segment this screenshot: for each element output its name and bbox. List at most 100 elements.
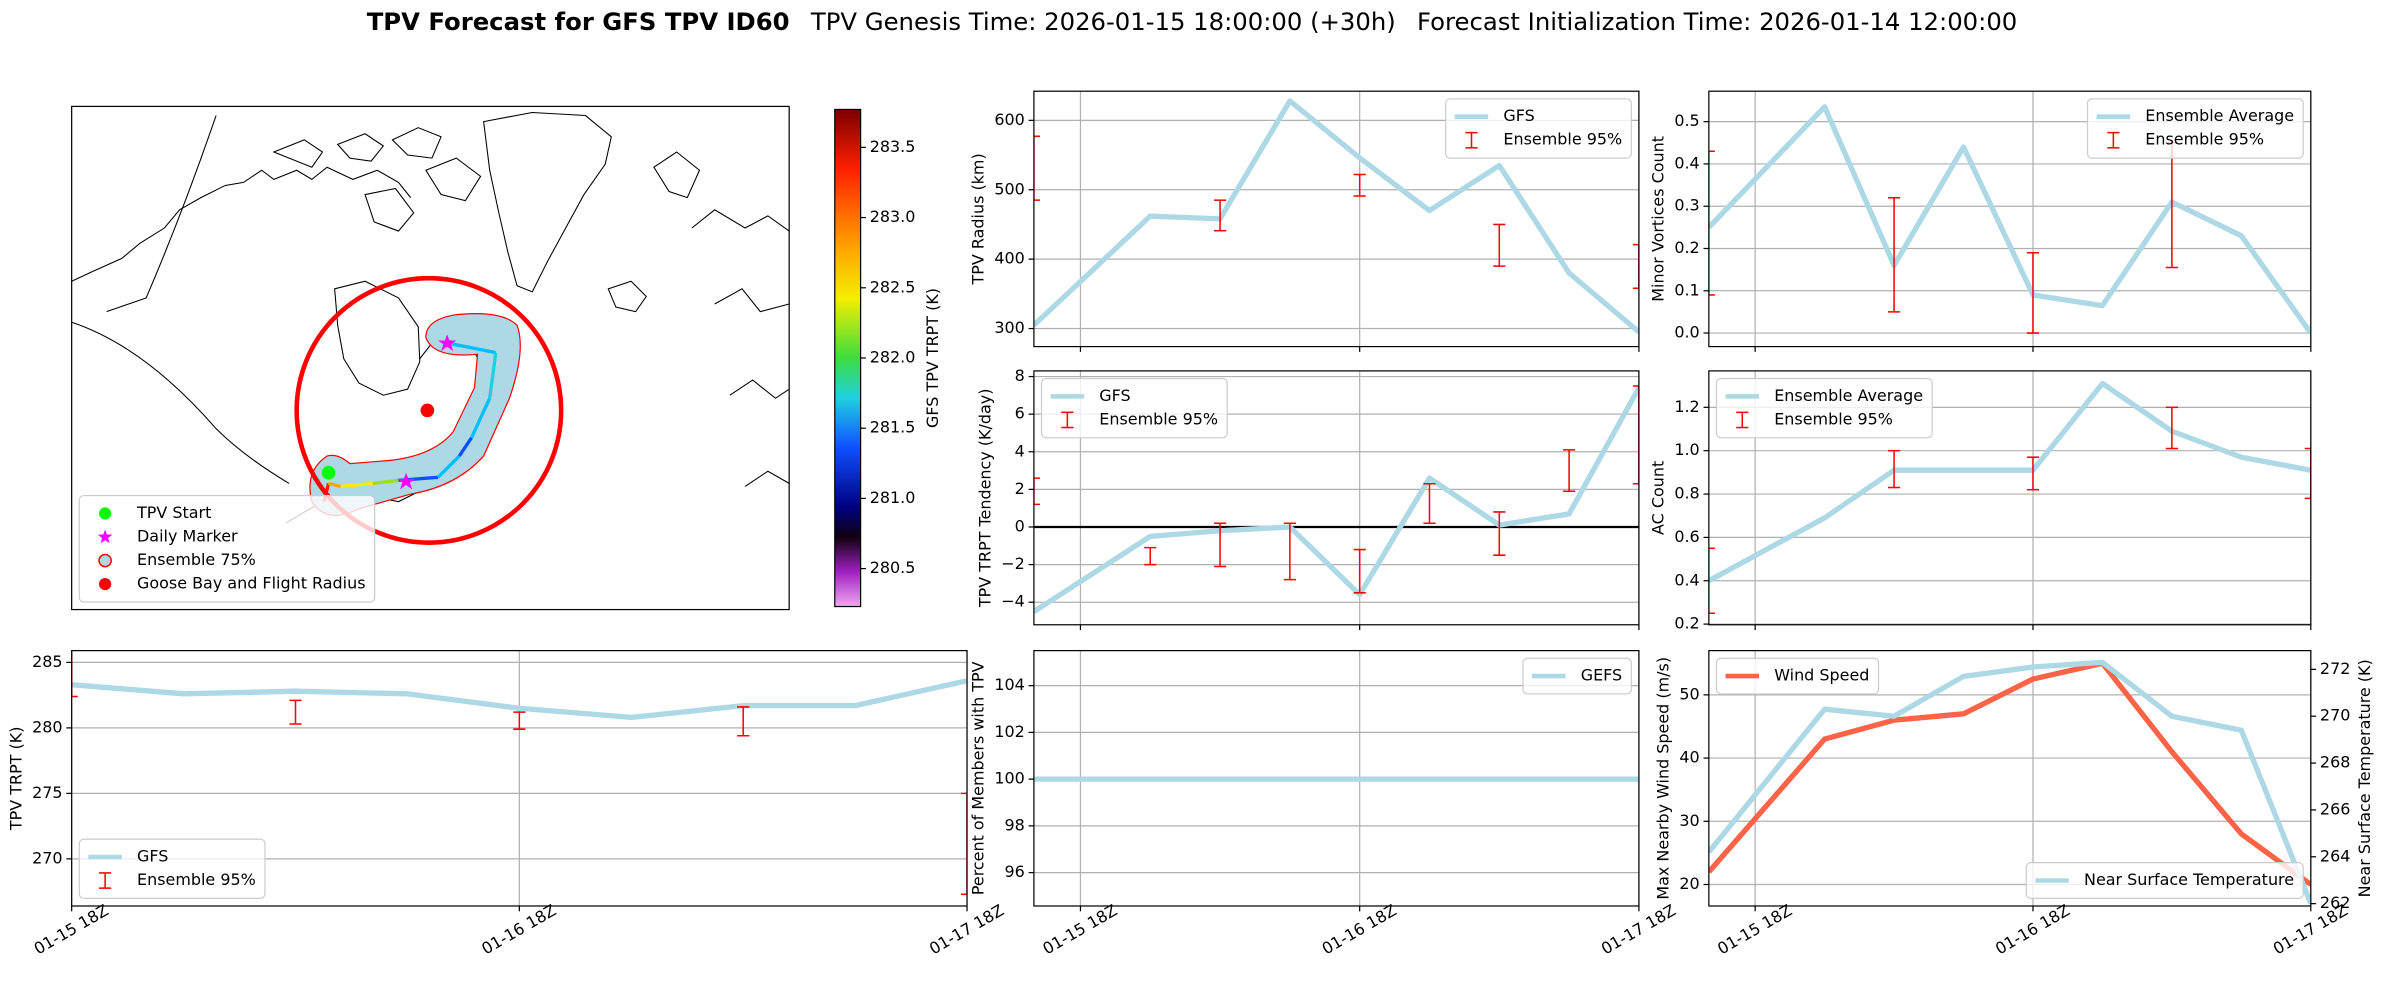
- y-tick-label: −4: [1001, 592, 1025, 611]
- colorbar-tick-label: 283.5: [870, 137, 916, 156]
- legend: GEFS: [1522, 657, 1632, 695]
- legend-label: Near Surface Temperature: [2084, 870, 2294, 889]
- legend-label: Wind Speed: [1774, 666, 1869, 685]
- y-axis-label: Max Nearby Wind Speed (m/s): [1654, 657, 1673, 900]
- y-tick-label: 0.2: [1674, 238, 1699, 257]
- y-axis-label: TPV TRPT (K): [6, 727, 25, 832]
- legend: GFS Ensemble 95%: [1040, 377, 1228, 439]
- y-tick-label: 285: [32, 652, 62, 671]
- y-tick-label: 280: [32, 717, 62, 736]
- tpv-start: [321, 465, 336, 480]
- series-line: [1033, 386, 1639, 614]
- y-tick-label: 0.1: [1674, 280, 1699, 299]
- colorbar: [834, 108, 862, 608]
- legend-box: [1040, 377, 1228, 439]
- y-tick-label: 500: [994, 179, 1024, 198]
- y-tick-label: 98: [1004, 815, 1024, 834]
- y-axis-label: TPV TRPT Tendency (K/day): [976, 389, 995, 609]
- track-segment: [469, 397, 492, 439]
- y-axis-label: AC Count: [1649, 461, 1668, 535]
- colorbar-tick-label: 282.5: [870, 277, 916, 296]
- y-tick-label: 0: [1015, 516, 1025, 535]
- title-genesis: TPV Genesis Time: 2026-01-15 18:00:00 (+…: [810, 7, 1396, 36]
- legend-label: Ensemble Average: [1774, 386, 1923, 405]
- y2-tick-label: 268: [2320, 753, 2350, 772]
- y-axis-label: TPV Radius (km): [969, 153, 988, 285]
- y-tick-label: 0.8: [1674, 484, 1699, 503]
- legend-label: Daily Marker: [137, 526, 238, 545]
- y2-tick-label: 266: [2320, 799, 2350, 818]
- boundary: [71, 321, 290, 484]
- islands: [272, 127, 482, 232]
- plot-frame: [1033, 90, 1640, 348]
- legend-marker: [98, 553, 112, 568]
- y-tick-label: 0.3: [1674, 196, 1699, 215]
- title-main: TPV Forecast for GFS TPV ID60: [367, 7, 790, 36]
- boundary: [106, 115, 217, 313]
- daily-marker: [396, 472, 416, 490]
- legend-label: Ensemble 95%: [1774, 409, 1893, 428]
- plot-frame: [1708, 650, 2312, 907]
- y-tick-label: 0.6: [1674, 527, 1699, 546]
- greenland: [483, 111, 612, 293]
- plot-frame: [1708, 370, 2312, 626]
- y-tick-label: 40: [1679, 748, 1699, 767]
- legend-box: [1715, 657, 1880, 695]
- track-segment: [457, 436, 473, 457]
- y-tick-label: 0.2: [1674, 614, 1699, 633]
- legend-label: Ensemble 75%: [137, 550, 256, 569]
- y-tick-label: 1.0: [1674, 440, 1699, 459]
- y-tick-label: 20: [1679, 874, 1699, 893]
- legend: TPV Start Daily Marker Ensemble 75% Goose B…: [78, 494, 376, 603]
- series-line: [1708, 659, 2311, 905]
- y-tick-label: 0.4: [1674, 153, 1699, 172]
- legend-marker: [99, 507, 112, 520]
- colorbar-tick-label: 282.0: [870, 347, 916, 366]
- legend-label: Ensemble Average: [2145, 106, 2294, 125]
- y-tick-label: 96: [1004, 862, 1024, 881]
- legend-box: [2025, 862, 2304, 900]
- y-axis-label: Minor Vortices Count: [1649, 136, 1668, 302]
- colorbar-tick-label: 281.5: [870, 418, 916, 437]
- legend: Ensemble Average Ensemble 95%: [1715, 377, 1933, 439]
- track-segment: [436, 454, 461, 479]
- series-line: [71, 678, 968, 721]
- legend-label: Ensemble 95%: [2145, 130, 2264, 149]
- y-tick-label: 0.0: [1674, 323, 1699, 342]
- legend-box: [78, 838, 266, 900]
- y-tick-label: 4: [1015, 441, 1025, 460]
- track-segment: [449, 341, 497, 355]
- y2-tick-label: 272: [2320, 659, 2350, 678]
- legend: Wind Speed: [1715, 657, 1880, 695]
- colorbar-tick-label: 283.0: [870, 207, 916, 226]
- y-tick-label: 275: [32, 783, 62, 802]
- y2-axis-label: Near Surface Temperature (K): [2355, 659, 2374, 897]
- y-tick-label: 270: [32, 848, 62, 867]
- legend-label: Ensemble 95%: [1503, 130, 1622, 149]
- y-tick-label: 1.2: [1674, 397, 1699, 416]
- colorbar-tick-label: 281.0: [870, 488, 916, 507]
- track-segment: [488, 352, 498, 399]
- legend-label: GFS: [1503, 106, 1534, 125]
- y2-tick-label: 270: [2320, 706, 2350, 725]
- plot-frame: [1033, 370, 1640, 626]
- y2-tick-label: 264: [2320, 846, 2350, 865]
- y-tick-label: −2: [1001, 554, 1025, 573]
- legend-box: [1445, 98, 1632, 159]
- series-line: [1033, 98, 1639, 335]
- plot-frame: [71, 650, 968, 907]
- legend-label: GEFS: [1581, 666, 1622, 685]
- y2-tick-label: 262: [2320, 893, 2350, 912]
- colorbar-tick-label: 280.5: [870, 558, 916, 577]
- legend-box: [2086, 98, 2304, 159]
- europe: [653, 151, 790, 487]
- legend-box: [78, 494, 376, 603]
- y-tick-label: 102: [994, 722, 1024, 741]
- figure-title: TPV Forecast for GFS TPV ID60 TPV Genesis…: [367, 7, 2018, 36]
- hudson-bay: [334, 280, 421, 396]
- map-frame: [71, 105, 790, 611]
- track-segment: [328, 481, 342, 489]
- legend: Near Surface Temperature: [2025, 862, 2304, 900]
- legend-marker: [97, 529, 113, 544]
